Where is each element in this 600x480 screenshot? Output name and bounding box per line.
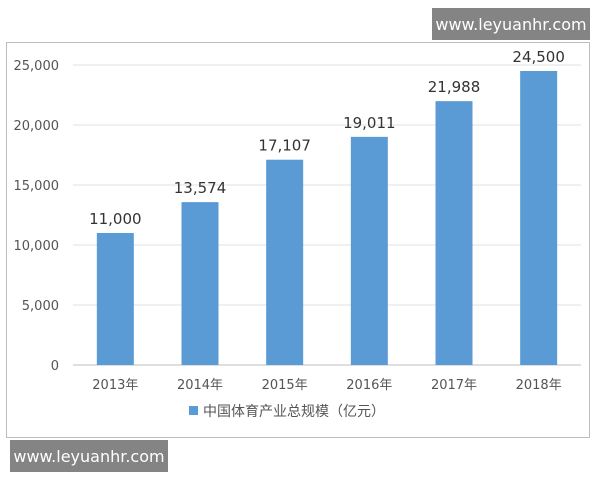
y-tick-label: 20,000 [14,119,60,134]
x-tick-label: 2015年 [262,378,308,393]
bar [266,159,304,365]
data-label: 13,574 [174,179,227,197]
bar [96,233,134,365]
chart-container: 11,000 13,574 17,107 19,011 21,988 24,500 0 5,… [6,42,590,438]
data-label: 19,011 [343,114,396,132]
y-tick-label: 0 [51,359,59,374]
bar [435,101,473,366]
data-label: 17,107 [258,137,311,155]
bar [181,202,219,365]
y-tick-label: 5,000 [22,299,59,314]
x-tick-label: 2016年 [346,378,392,393]
y-tick-label: 15,000 [14,179,60,194]
bar [520,71,558,365]
x-tick-label: 2018年 [516,378,562,393]
y-tick-label: 10,000 [14,239,60,254]
watermark-top: www.leyuanhr.com [432,8,590,40]
watermark-bottom: www.leyuanhr.com [10,440,168,472]
x-tick-label: 2014年 [177,378,223,393]
y-tick-label: 25,000 [14,59,60,74]
data-label: 24,500 [512,48,565,66]
data-labels: 11,000 13,574 17,107 19,011 21,988 24,500 [89,48,565,228]
x-tick-label: 2013年 [92,378,138,393]
bars [96,71,558,366]
y-axis-ticks: 0 5,000 10,000 15,000 20,000 25,000 [14,59,60,374]
x-tick-label: 2017年 [431,378,477,393]
data-label: 21,988 [428,78,481,96]
legend-swatch [189,406,198,415]
bar [350,136,388,365]
data-label: 11,000 [89,210,142,228]
legend: 中国体育产业总规模（亿元） [189,404,385,420]
gridlines [73,64,581,366]
x-axis-ticks: 2013年 2014年 2015年 2016年 2017年 2018年 [92,378,561,393]
legend-label: 中国体育产业总规模（亿元） [203,404,385,420]
bar-chart: 11,000 13,574 17,107 19,011 21,988 24,500 0 5,… [14,48,581,420]
